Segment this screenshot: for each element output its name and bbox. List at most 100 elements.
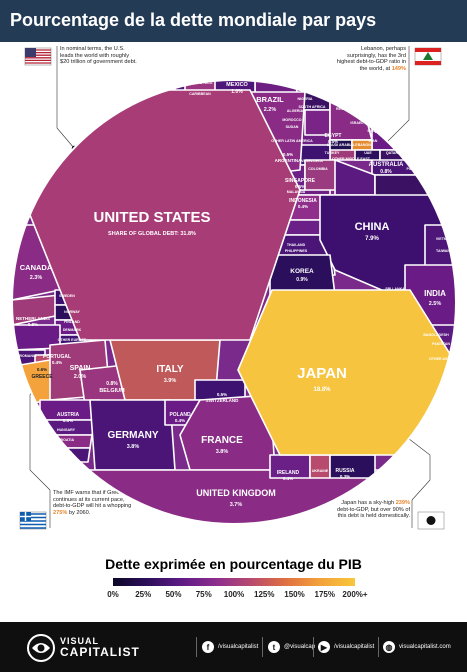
label-germany: GERMANY <box>107 430 158 441</box>
scale-tick: 200%+ <box>342 590 368 599</box>
value-india: 2.5% <box>429 301 442 307</box>
value-poland: 0.4% <box>175 418 185 423</box>
label-qatar: QATAR <box>386 151 399 155</box>
label-china: CHINA <box>355 221 390 233</box>
value-argentina: 0.5% <box>283 152 293 157</box>
lebanon-note: Lebanon, perhaps surprisingly, has the 3… <box>330 46 406 72</box>
facebook-handle: /visualcapitalist <box>218 644 259 650</box>
twitter-link[interactable]: t @visualcap <box>268 641 315 653</box>
label-saudi-arabia: SAUDI ARABIA <box>327 143 353 147</box>
label-hungary: HUNGARY <box>57 428 76 432</box>
label-egypt: EGYPT <box>325 133 342 139</box>
label-bangladesh: BANGLADESH <box>423 333 449 337</box>
greece-note-tail: by 2060. <box>68 509 91 516</box>
value-mexico: 1.0% <box>231 89 243 95</box>
value-greece: 0.6% <box>37 367 47 372</box>
label-united-states-share: SHARE OF GLOBAL DEBT: 31.8% <box>108 231 196 237</box>
label-russia: RUSSIA <box>336 468 355 474</box>
label-australia: AUSTRALIA <box>369 162 404 168</box>
title-bar: Pourcentage de la dette mondiale par pay… <box>0 0 467 42</box>
value-singapore: 0.5% <box>295 184 305 189</box>
label-portugal: PORTUGAL <box>43 354 71 360</box>
value-ireland: 0.4% <box>283 476 293 481</box>
label-norway: NORWAY <box>64 310 80 314</box>
label-korea: KOREA <box>290 268 314 275</box>
japan-note-tail: debt-to-GDP, but over 90% of this debt i… <box>337 506 410 520</box>
twitter-handle: @visualcap <box>284 644 316 650</box>
label-uae: UAE <box>364 151 372 155</box>
footer-divider <box>196 637 197 657</box>
value-germany: 3.8% <box>127 444 140 450</box>
value-italy: 3.9% <box>164 378 177 384</box>
greece-note-text: The IMF warns that if Greece continues a… <box>53 490 132 510</box>
value-netherlands: 0.8% <box>28 322 38 327</box>
label-japan: JAPAN <box>297 365 347 382</box>
label-iran: IRAN <box>369 139 378 143</box>
label-argentina: ARGENTINA <box>275 158 302 163</box>
label-p-c-pac-: P&C PAC. <box>407 167 424 171</box>
label-pakistan: PAKISTAN <box>432 342 450 346</box>
label-sudan: SUDAN <box>286 125 299 129</box>
scale-tick: 125% <box>254 590 275 599</box>
legend-title: Dette exprimée en pourcentage du PIB <box>105 556 362 572</box>
footer-divider <box>262 637 263 657</box>
value-russia: 0.3% <box>340 474 350 479</box>
scale-tick: 150% <box>284 590 305 599</box>
page-title: Pourcentage de la dette mondiale par pay… <box>10 10 377 30</box>
value-spain: 2.0% <box>74 374 87 380</box>
youtube-handle: /visualcapitalist <box>334 644 375 650</box>
label-taiwan: TAIWAN <box>436 249 450 253</box>
lebanon-note-text: Lebanon, perhaps surprisingly, has the 3… <box>336 46 406 72</box>
label-denmark: DENMARK <box>63 328 82 332</box>
label-france: FRANCE <box>201 435 243 446</box>
label-turkey: TURKEY <box>325 151 340 155</box>
facebook-link[interactable]: f /visualcapitalist <box>202 641 258 653</box>
youtube-link[interactable]: ▶ /visualcapitalist <box>318 641 374 653</box>
value-portugal: 0.4% <box>52 360 62 365</box>
twitter-icon: t <box>268 641 280 653</box>
value-korea: 0.9% <box>296 277 308 283</box>
label-colombia: COLOMBIA <box>308 167 328 171</box>
label-poland: POLAND <box>169 412 191 418</box>
label-united-states: UNITED STATES <box>94 209 211 226</box>
value-switzerland: 0.5% <box>217 392 227 397</box>
value-indonesia: 0.4% <box>298 204 308 209</box>
label-indonesia: INDONESIA <box>289 198 317 204</box>
website-link[interactable]: ◍ visualcapitalist.com <box>383 641 451 653</box>
label-canada: CANADA <box>20 263 53 272</box>
label-iraq: IRAQ <box>368 129 377 133</box>
footer-divider <box>378 637 379 657</box>
label-nigeria: NIGERIA <box>298 97 313 101</box>
value-japan: 18.8% <box>313 387 331 393</box>
globe-icon: ◍ <box>383 641 395 653</box>
label-finland: FINLAND <box>64 320 80 324</box>
us-flag-canton <box>25 48 36 57</box>
label-caribbean: CARIBBEAN <box>189 92 211 96</box>
debt-voronoi-chart: In nominal terms, the U.S. leads the wor… <box>11 46 457 530</box>
brand-top: VISUAL <box>60 636 100 646</box>
label-italy: ITALY <box>156 364 184 375</box>
us-note: In nominal terms, the U.S. leads the wor… <box>60 46 137 66</box>
footer-divider <box>313 637 314 657</box>
label-puerto-rico: PUERTO RICO <box>188 81 213 85</box>
label-other-latin-america: OTHER LATIN AMERICA <box>271 139 313 143</box>
facebook-icon: f <box>202 641 214 653</box>
label-thailand: THAILAND <box>287 243 306 247</box>
label-romania: ROMANIA <box>19 354 37 358</box>
label-morocco: MOROCCO <box>282 118 301 122</box>
label-spain: SPAIN <box>70 365 91 372</box>
scale-tick: 50% <box>165 590 182 599</box>
label-ukraine: UKRAINE <box>312 469 329 473</box>
label-other-europe: OTHER EUROPE <box>58 338 87 342</box>
japan-note-text: Japan has a sky-high <box>341 500 395 506</box>
label-sweden: SWEDEN <box>59 294 75 298</box>
label-other-asia: OTHER ASIA <box>429 357 451 361</box>
website-url: visualcapitalist.com <box>399 644 451 650</box>
scale-tick: 75% <box>195 590 212 599</box>
label-mexico: MEXICO <box>226 82 248 88</box>
label-belgium: BELGIUM <box>99 388 125 394</box>
value-belgium: 0.8% <box>106 381 118 387</box>
label-greece: GREECE <box>31 374 53 380</box>
label-united-kingdom: UNITED KINGDOM <box>196 488 276 498</box>
label-czech: CZECH <box>60 451 73 455</box>
